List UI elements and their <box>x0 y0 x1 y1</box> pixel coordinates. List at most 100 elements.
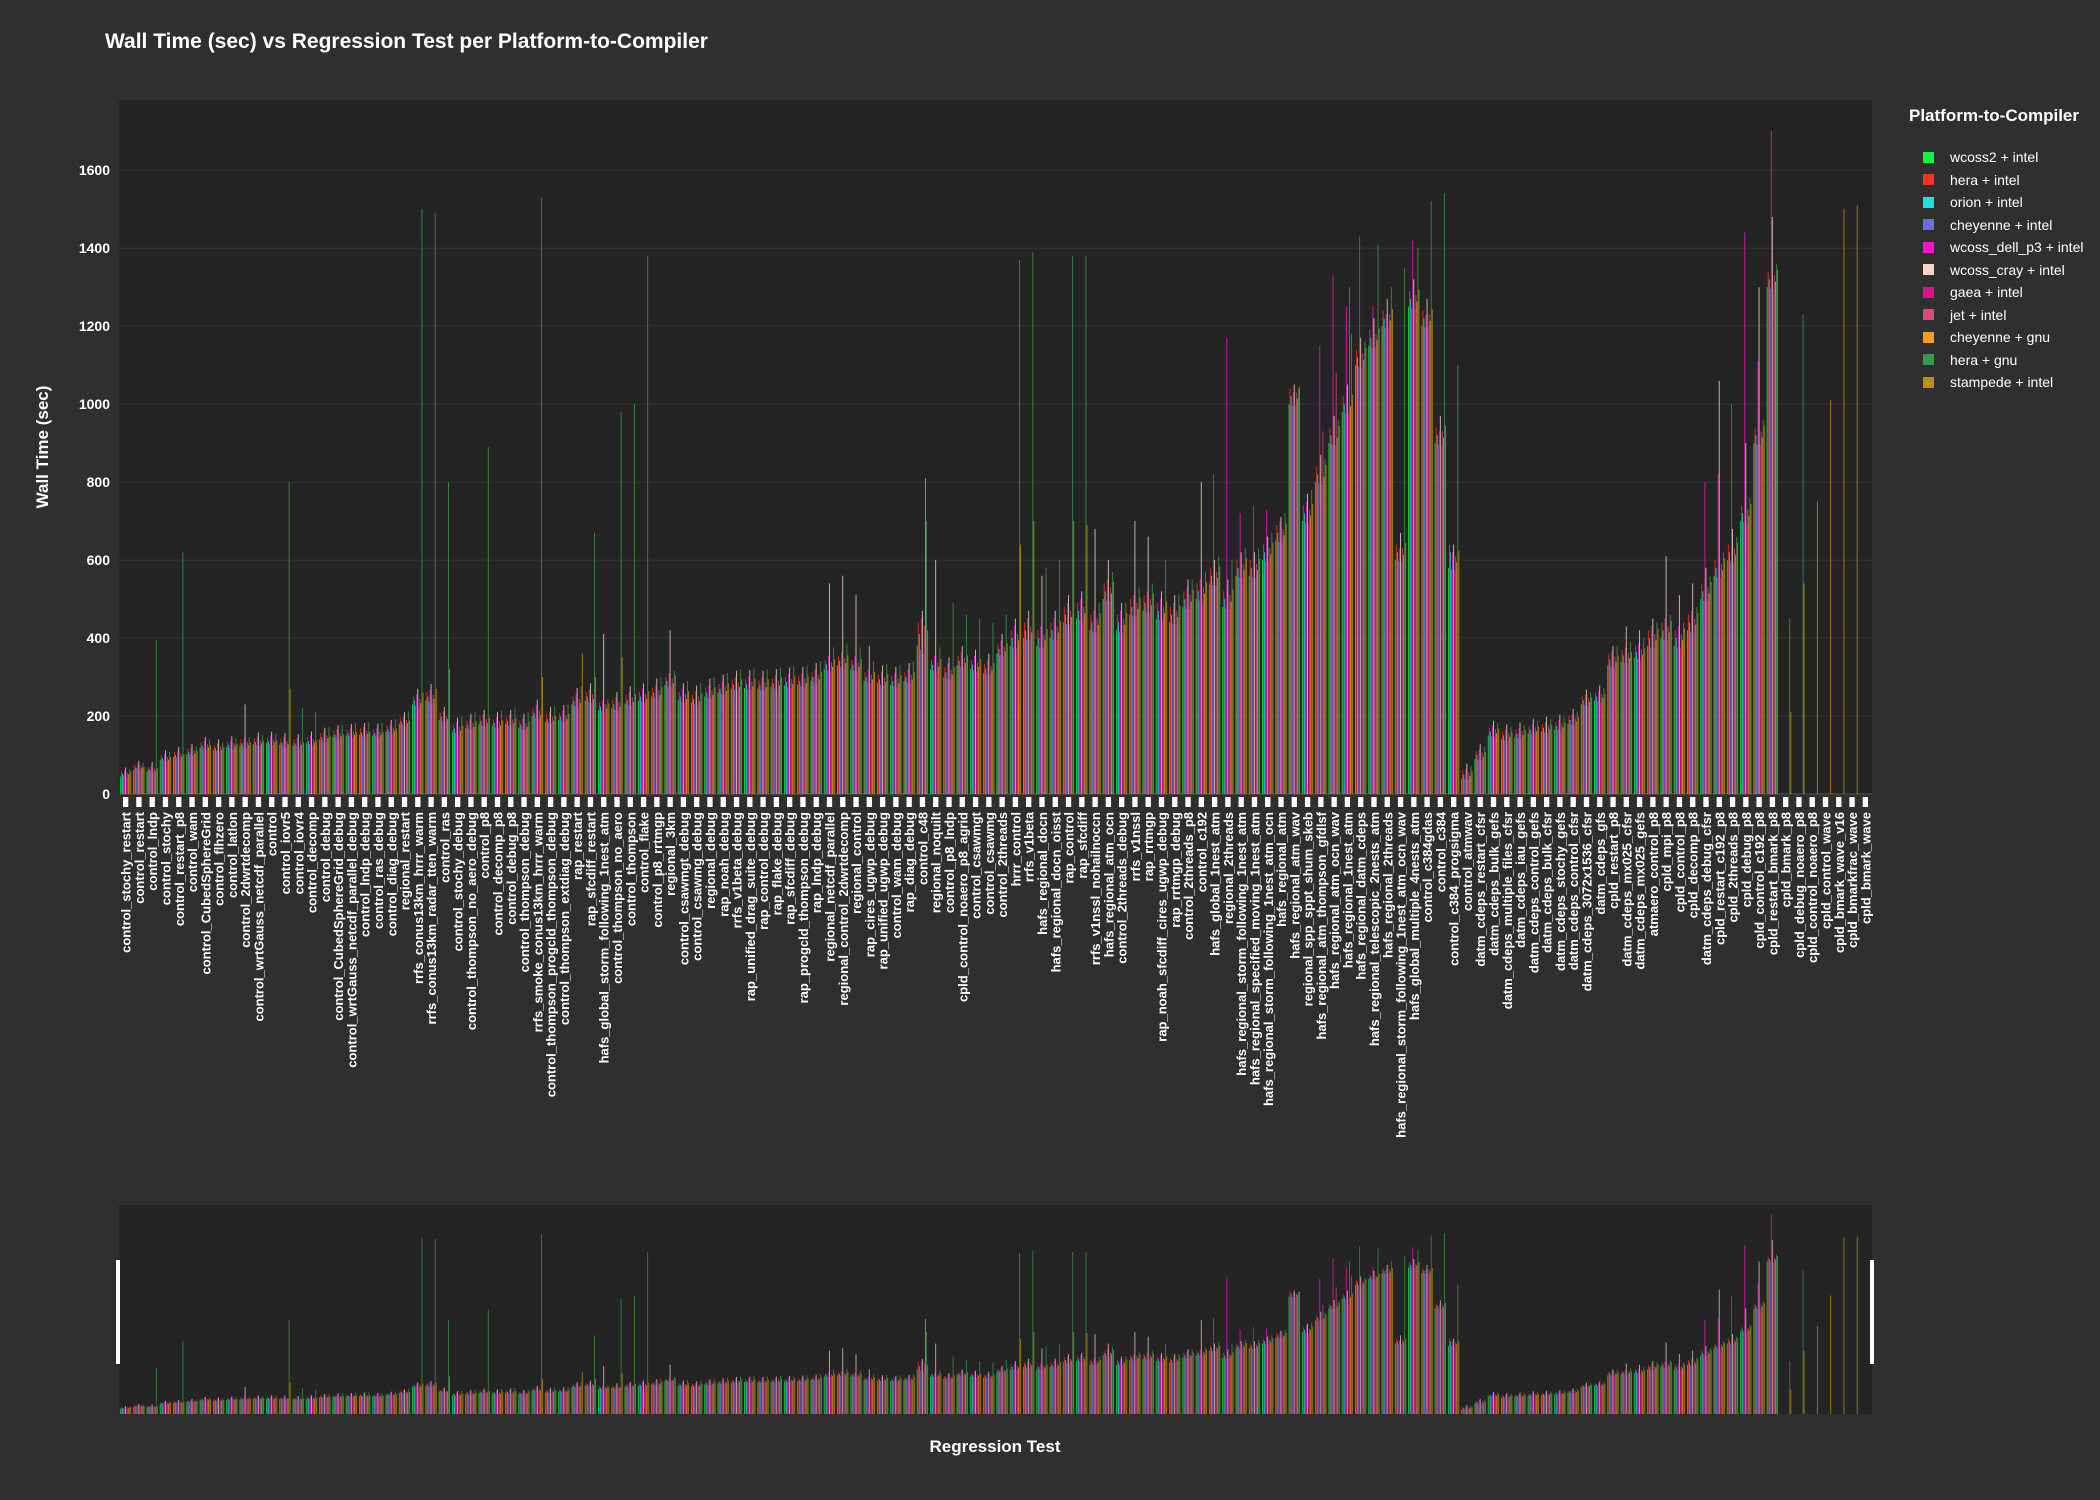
bar[interactable] <box>1556 725 1558 794</box>
bar[interactable] <box>1319 345 1321 794</box>
bar[interactable] <box>122 773 123 794</box>
bar[interactable] <box>1189 595 1191 794</box>
bar[interactable] <box>1248 575 1250 794</box>
bar[interactable] <box>710 698 712 794</box>
bar[interactable] <box>560 716 562 794</box>
bar[interactable] <box>744 687 746 794</box>
bar[interactable] <box>783 685 785 794</box>
bar[interactable] <box>1410 298 1412 794</box>
bar[interactable] <box>1331 444 1333 794</box>
bar[interactable] <box>1015 648 1017 794</box>
bar[interactable] <box>1365 347 1367 794</box>
bar[interactable] <box>951 674 953 794</box>
bar[interactable] <box>1652 618 1654 794</box>
bar[interactable] <box>1036 645 1038 794</box>
bar[interactable] <box>720 694 722 794</box>
bar[interactable] <box>575 694 577 794</box>
bar[interactable] <box>254 741 256 794</box>
bar[interactable] <box>787 687 788 794</box>
bar[interactable] <box>1541 723 1543 794</box>
bar[interactable] <box>630 705 632 794</box>
bar[interactable] <box>329 736 331 794</box>
bar[interactable] <box>611 708 613 794</box>
bar[interactable] <box>1571 714 1573 794</box>
bar[interactable] <box>269 744 271 794</box>
bar[interactable] <box>1560 731 1562 794</box>
bar[interactable] <box>1069 624 1070 794</box>
bar[interactable] <box>843 667 845 794</box>
bar[interactable] <box>896 687 898 794</box>
bar[interactable] <box>770 686 772 794</box>
bar[interactable] <box>400 721 402 794</box>
bar[interactable] <box>1020 544 1022 794</box>
bar[interactable] <box>260 740 261 794</box>
bar[interactable] <box>667 686 669 794</box>
bar[interactable] <box>1238 577 1240 794</box>
legend-item[interactable]: stampede + intel <box>1909 371 2099 394</box>
bar[interactable] <box>616 691 618 794</box>
bar[interactable] <box>1001 634 1003 794</box>
bar[interactable] <box>1215 585 1217 794</box>
bar[interactable] <box>412 704 414 794</box>
bar[interactable] <box>863 680 865 794</box>
bar[interactable] <box>624 703 626 794</box>
bar[interactable] <box>1239 513 1241 794</box>
bar[interactable] <box>897 678 899 794</box>
bar[interactable] <box>263 740 265 794</box>
bar[interactable] <box>1550 719 1552 794</box>
bar[interactable] <box>781 677 782 794</box>
bar[interactable] <box>1281 542 1283 794</box>
bar[interactable] <box>295 746 297 794</box>
bar[interactable] <box>771 678 773 794</box>
bar[interactable] <box>430 684 432 794</box>
bar[interactable] <box>761 677 763 794</box>
bar[interactable] <box>946 678 948 794</box>
bar[interactable] <box>804 678 806 794</box>
bar[interactable] <box>1723 558 1725 794</box>
bar[interactable] <box>1076 618 1078 794</box>
bar[interactable] <box>1576 711 1578 794</box>
bar[interactable] <box>1089 630 1091 794</box>
bar[interactable] <box>125 767 127 794</box>
bar[interactable] <box>857 662 859 794</box>
bar[interactable] <box>1608 653 1610 794</box>
bar[interactable] <box>1771 216 1773 795</box>
bar[interactable] <box>956 665 958 794</box>
bar[interactable] <box>133 769 135 794</box>
bar[interactable] <box>1480 760 1482 794</box>
bar[interactable] <box>1156 602 1158 794</box>
bar[interactable] <box>1231 560 1233 794</box>
bar[interactable] <box>249 742 251 794</box>
bar[interactable] <box>948 657 950 794</box>
bar[interactable] <box>1278 542 1280 794</box>
bar[interactable] <box>718 684 720 794</box>
bar[interactable] <box>881 671 882 794</box>
bar[interactable] <box>422 692 424 794</box>
bar[interactable] <box>577 706 579 794</box>
bar[interactable] <box>1675 638 1677 794</box>
bar[interactable] <box>944 667 946 794</box>
bar[interactable] <box>1091 622 1093 794</box>
bar[interactable] <box>1404 267 1406 794</box>
bar[interactable] <box>1776 263 1777 794</box>
bar[interactable] <box>1695 624 1697 794</box>
bar[interactable] <box>347 733 349 794</box>
bar[interactable] <box>1270 554 1272 794</box>
bar[interactable] <box>1157 610 1159 794</box>
bar[interactable] <box>434 213 436 794</box>
bar[interactable] <box>1002 655 1004 794</box>
bar[interactable] <box>1415 294 1417 794</box>
bar[interactable] <box>425 700 427 794</box>
bar[interactable] <box>1706 601 1708 794</box>
bar[interactable] <box>1741 505 1743 794</box>
bar[interactable] <box>1614 656 1616 794</box>
bar[interactable] <box>1351 333 1352 794</box>
bar[interactable] <box>1668 632 1670 794</box>
bar[interactable] <box>633 404 635 794</box>
bar[interactable] <box>1398 548 1400 794</box>
bar[interactable] <box>149 770 151 794</box>
bar[interactable] <box>991 670 993 794</box>
bar[interactable] <box>1131 606 1133 794</box>
bar[interactable] <box>419 698 421 794</box>
bar[interactable] <box>1403 554 1405 794</box>
